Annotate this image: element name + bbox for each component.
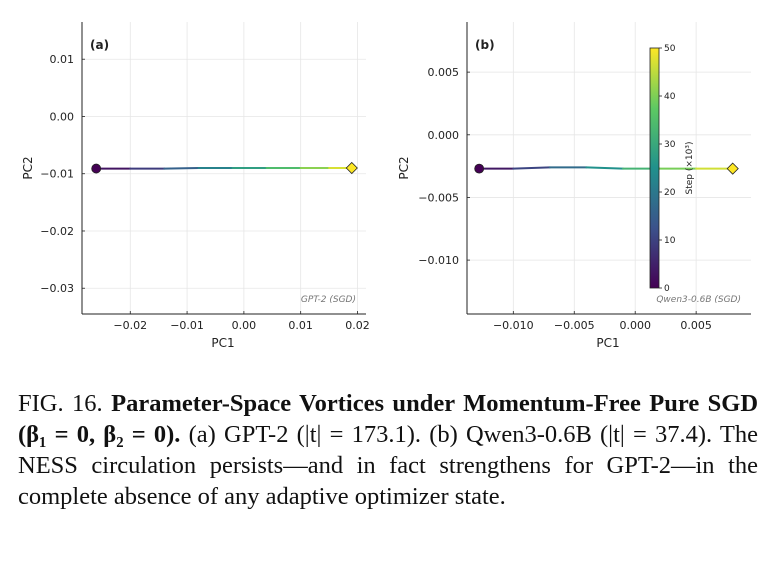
panel-b-markers — [474, 162, 739, 175]
panel-a-watermark: GPT-2 (SGD) — [301, 295, 356, 305]
y-tick-label: −0.010 — [418, 254, 459, 267]
caption-fig-label: FIG. 16. — [18, 390, 103, 417]
colorbar-tick-label: 10 — [664, 236, 676, 246]
panel-b-axes — [466, 22, 751, 315]
panel-b: −0.010 −0.005 0.000 0.005 0.005 0.000 −0.005 −0… — [397, 22, 751, 350]
y-tick-label: 0.000 — [428, 129, 460, 142]
panel-a-trajectory — [95, 167, 353, 170]
end-marker — [345, 161, 358, 175]
panel-b-ylabel: PC2 — [397, 156, 411, 179]
panel-a-label: (a) — [90, 38, 109, 52]
panel-a-xlabel: PC1 — [211, 336, 234, 350]
y-tick-label: 0.01 — [50, 53, 75, 66]
y-tick-label: 0.005 — [428, 66, 460, 79]
colorbar-tick-label: 20 — [664, 188, 676, 198]
x-tick-label: −0.010 — [493, 319, 534, 332]
panel-a: −0.02 −0.01 0.00 0.01 0.02 0.01 0.00 −0.01 −0.02… — [21, 22, 370, 350]
y-tick-label: −0.01 — [40, 168, 74, 181]
panel-a-ylabel: PC2 — [21, 156, 35, 179]
caption-body: (a) GPT-2 (|t| = 173.1). (b) Qwen3-0.6B … — [18, 421, 758, 510]
colorbar-label: Step (×10³) — [685, 142, 695, 195]
x-tick-label: 0.00 — [232, 319, 257, 332]
panel-a-axes — [81, 22, 366, 315]
trajectory-segment — [163, 167, 200, 170]
x-tick-label: 0.000 — [619, 319, 651, 332]
colorbar-ticks: 0 10 20 30 40 50 — [659, 44, 676, 294]
trajectory-segment — [512, 166, 551, 170]
x-tick-label: 0.02 — [345, 319, 370, 332]
x-tick-label: 0.005 — [680, 319, 712, 332]
colorbar-tick-label: 0 — [664, 284, 670, 294]
trajectory-segment — [585, 166, 625, 170]
start-marker — [91, 163, 102, 174]
y-tick-label: −0.03 — [40, 282, 74, 295]
figure: −0.02 −0.01 0.00 0.01 0.02 0.01 0.00 −0.01 −0.02… — [21, 22, 751, 350]
end-marker — [726, 162, 739, 175]
x-tick-label: −0.01 — [170, 319, 204, 332]
colorbar-tick-label: 50 — [664, 44, 676, 54]
colorbar-gradient — [649, 47, 660, 289]
x-tick-label: 0.01 — [288, 319, 313, 332]
panel-b-xlabel: PC1 — [596, 336, 619, 350]
x-tick-label: −0.02 — [113, 319, 147, 332]
y-tick-label: 0.00 — [50, 110, 75, 123]
colorbar: 0 10 20 30 40 50 Step (×10³) — [649, 44, 695, 294]
panel-b-label: (b) — [475, 38, 495, 52]
colorbar-tick-label: 30 — [664, 140, 676, 150]
panel-b-watermark: Qwen3-0.6B (SGD) — [656, 295, 741, 305]
colorbar-tick-label: 40 — [664, 92, 676, 102]
y-tick-label: −0.02 — [40, 225, 74, 238]
panel-a-ticks: −0.02 −0.01 0.00 0.01 0.02 0.01 0.00 −0.01 −0.02… — [40, 53, 369, 332]
x-tick-label: −0.005 — [554, 319, 595, 332]
caption-title: Parameter-Space Vortices under Momentum-… — [18, 390, 759, 448]
y-tick-label: −0.005 — [418, 191, 459, 204]
panel-b-ticks: −0.010 −0.005 0.000 0.005 0.005 0.000 −0.005 −0… — [418, 66, 712, 332]
panel-a-markers — [91, 161, 358, 175]
figure-caption: FIG. 16. Parameter-Space Vortices under … — [18, 388, 758, 512]
start-marker — [474, 163, 485, 174]
